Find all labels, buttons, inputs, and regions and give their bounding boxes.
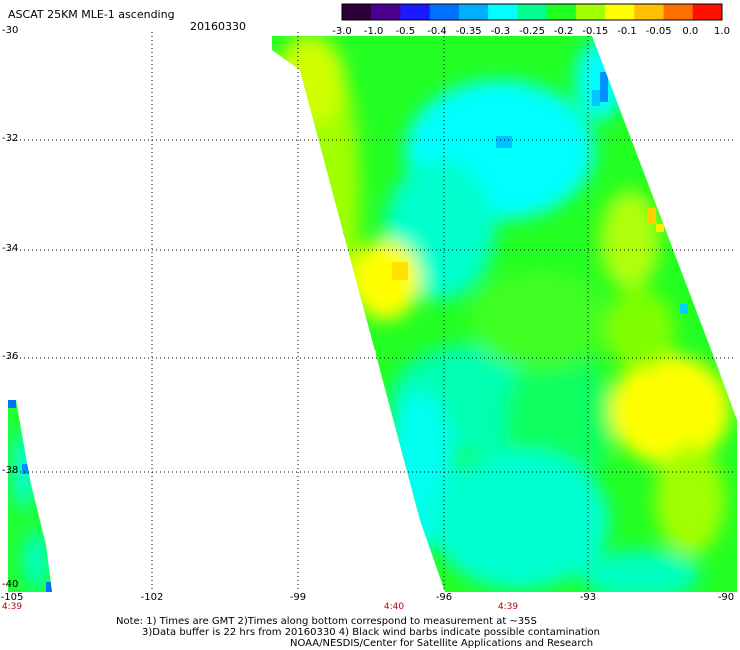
colorbar-label: -0.4 bbox=[427, 26, 447, 37]
colorbar-swatch bbox=[634, 4, 665, 20]
lon-label: -93 bbox=[579, 592, 597, 603]
colorbar-swatch bbox=[400, 4, 431, 20]
colorbar-label: -0.1 bbox=[617, 26, 637, 37]
product-title: ASCAT 25KM MLE-1 ascending bbox=[8, 8, 175, 21]
colorbar-label: -1.0 bbox=[363, 26, 384, 37]
product-date: 20160330 bbox=[190, 20, 246, 33]
lon-label: -105 bbox=[0, 592, 24, 603]
colorbar-frame bbox=[341, 3, 723, 21]
lat-label: -34 bbox=[2, 243, 19, 254]
lat-label: -30 bbox=[2, 25, 19, 36]
time-label: 4:40 bbox=[383, 602, 405, 612]
colorbar-label: -0.05 bbox=[645, 26, 672, 37]
colorbar-swatch bbox=[663, 4, 694, 20]
colorbar-label: -0.25 bbox=[519, 26, 545, 37]
lat-label: -36 bbox=[2, 351, 19, 362]
time-label: 4:39 bbox=[1, 602, 23, 612]
colorbar-label: -0.2 bbox=[553, 26, 574, 37]
grid-lines bbox=[8, 32, 736, 590]
lat-label: -32 bbox=[2, 133, 19, 144]
footer-note-2: 3)Data buffer is 22 hrs from 20160330 4)… bbox=[142, 627, 600, 638]
footer-note-1: Note: 1) Times are GMT 2)Times along bot… bbox=[116, 616, 537, 627]
colorbar-swatch bbox=[575, 4, 606, 20]
colorbar-swatch bbox=[692, 4, 723, 20]
colorbar-label: -0.5 bbox=[395, 26, 416, 37]
colorbar-label: -3.0 bbox=[332, 26, 352, 37]
lon-label: -96 bbox=[435, 592, 453, 603]
small-swath bbox=[8, 400, 52, 592]
colorbar-swatch bbox=[342, 4, 372, 20]
lon-label: -90 bbox=[717, 592, 735, 603]
lon-label: -99 bbox=[289, 592, 307, 603]
time-label: 4:39 bbox=[497, 602, 519, 612]
colorbar-swatch bbox=[458, 4, 489, 20]
colorbar-swatch bbox=[517, 4, 548, 20]
colorbar bbox=[341, 3, 723, 21]
colorbar-label: -0.35 bbox=[455, 26, 482, 37]
lat-label: -40 bbox=[2, 579, 19, 590]
colorbar-swatch bbox=[371, 4, 401, 20]
colorbar-label: 0.0 bbox=[682, 26, 699, 37]
lon-label: -102 bbox=[140, 592, 164, 603]
colorbar-label: -0.15 bbox=[582, 26, 609, 37]
colorbar-swatch bbox=[488, 4, 518, 20]
lat-label: -38 bbox=[2, 465, 19, 476]
colorbar-label: -0.3 bbox=[490, 26, 511, 37]
colorbar-swatch bbox=[546, 4, 577, 20]
colorbar-swatch bbox=[605, 4, 635, 20]
main-swath bbox=[272, 36, 737, 592]
colorbar-label: 1.0 bbox=[714, 26, 730, 37]
footer-credit: NOAA/NESDIS/Center for Satellite Applica… bbox=[290, 638, 594, 649]
colorbar-swatch bbox=[429, 4, 460, 20]
